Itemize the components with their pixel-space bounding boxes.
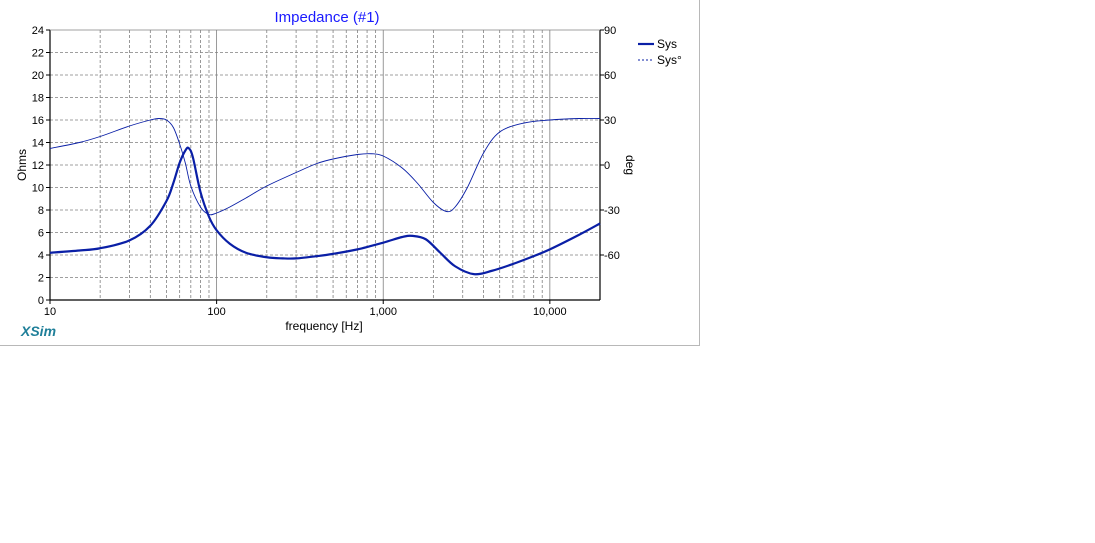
legend-label-sys: Sys	[657, 37, 677, 51]
impedance-line-sys	[49, 146, 601, 276]
y2-tick-label: -60	[604, 250, 620, 262]
y2-axis-label: deg	[623, 155, 637, 175]
x-tick-label: 10,000	[533, 306, 567, 318]
brand-logo: XSim	[21, 323, 57, 339]
x-axis-label: frequency [Hz]	[285, 319, 362, 333]
y2-tick-label: 0	[604, 160, 610, 172]
x-tick-label: 1,000	[369, 306, 397, 318]
y-tick-label: 0	[38, 295, 44, 307]
grid	[50, 30, 600, 300]
y2-tick-label: -30	[604, 205, 620, 217]
x-tick-label: 10	[44, 306, 56, 318]
y-tick-label: 14	[32, 138, 44, 150]
legend-label-sys-deg: Sys°	[657, 53, 682, 67]
x-tick-label: 100	[207, 306, 225, 318]
phase-line-sys-deg	[49, 117, 601, 216]
y-tick-label: 24	[32, 25, 44, 37]
y2-tick-label: 90	[604, 25, 616, 37]
y-tick-label: 10	[32, 183, 44, 195]
y-tick-label: 12	[32, 160, 44, 172]
y-axis-label: Ohms	[15, 149, 29, 181]
chart-panel: 0 2 4 6 8 10 12 14 16 18 20 22 24 -60 -30 0 30 60 90 10 100 1…	[0, 0, 700, 346]
y-tick-label: 4	[38, 250, 44, 262]
legend: Sys Sys°	[638, 37, 682, 67]
chart-title: Impedance (#1)	[274, 9, 379, 26]
y-tick-label: 18	[32, 93, 44, 105]
series-lines	[49, 117, 601, 276]
y-tick-label: 22	[32, 48, 44, 60]
y2-tick-label: 30	[604, 115, 616, 127]
y-tick-label: 16	[32, 115, 44, 127]
y-tick-label: 2	[38, 273, 44, 285]
y-tick-label: 8	[38, 205, 44, 217]
y-tick-label: 6	[38, 228, 44, 240]
y-tick-label: 20	[32, 70, 44, 82]
y2-tick-label: 60	[604, 70, 616, 82]
